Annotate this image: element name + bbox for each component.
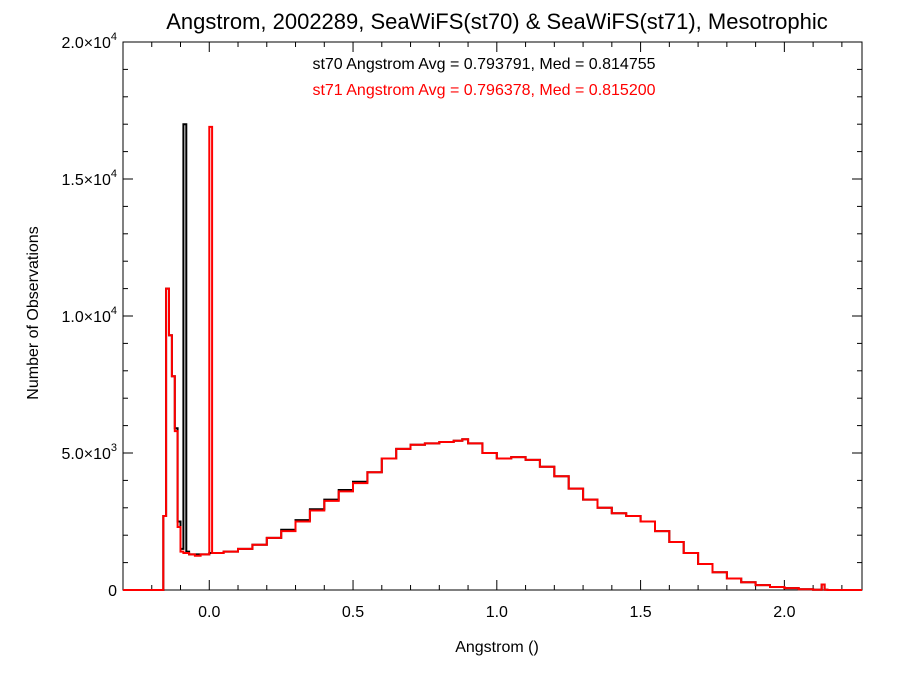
plot-frame: [122, 41, 863, 591]
axis-ticks: 0.0 0.5 1.0 1.5 2.005.0×1031.0×1041.5×1042.0…: [61, 31, 862, 621]
y-tick-label: 0: [108, 583, 117, 600]
annotations: st70 Angstrom Avg = 0.793791, Med = 0.81…: [312, 56, 655, 99]
stats-annotation-0: st70 Angstrom Avg = 0.793791, Med = 0.81…: [312, 56, 655, 73]
y-tick-exponent: 4: [111, 168, 117, 180]
y-axis-label: Number of Observations: [25, 226, 42, 399]
stats-annotation-1: st71 Angstrom Avg = 0.796378, Med = 0.81…: [312, 82, 655, 99]
y-tick-label: 1.0×104: [61, 305, 117, 326]
y-tick-exponent: 4: [111, 31, 117, 43]
y-tick-base: 1.5×10: [61, 172, 110, 189]
series-line-1: [123, 125, 862, 591]
x-tick-label: 0.5: [342, 604, 364, 621]
y-tick-base: 1.0×10: [61, 309, 110, 326]
x-tick-label: 2.0: [773, 604, 795, 621]
y-tick-base: 2.0×10: [61, 35, 110, 52]
y-tick-label: 2.0×104: [61, 31, 117, 52]
x-tick-label: 1.5: [629, 604, 651, 621]
y-tick-exponent: 3: [111, 442, 117, 454]
series-group: [123, 123, 862, 591]
chart-title: Angstrom, 2002289, SeaWiFS(st70) & SeaWi…: [166, 9, 827, 34]
series-line-0: [123, 123, 862, 591]
y-tick-base: 5.0×10: [61, 446, 110, 463]
x-tick-label: 1.0: [486, 604, 508, 621]
y-tick-exponent: 4: [111, 305, 117, 317]
y-tick-base: 0: [108, 583, 117, 600]
x-tick-label: 0.0: [198, 604, 220, 621]
y-tick-label: 5.0×103: [61, 442, 117, 463]
y-tick-label: 1.5×104: [61, 168, 117, 189]
x-axis-label: Angstrom (): [455, 639, 539, 656]
